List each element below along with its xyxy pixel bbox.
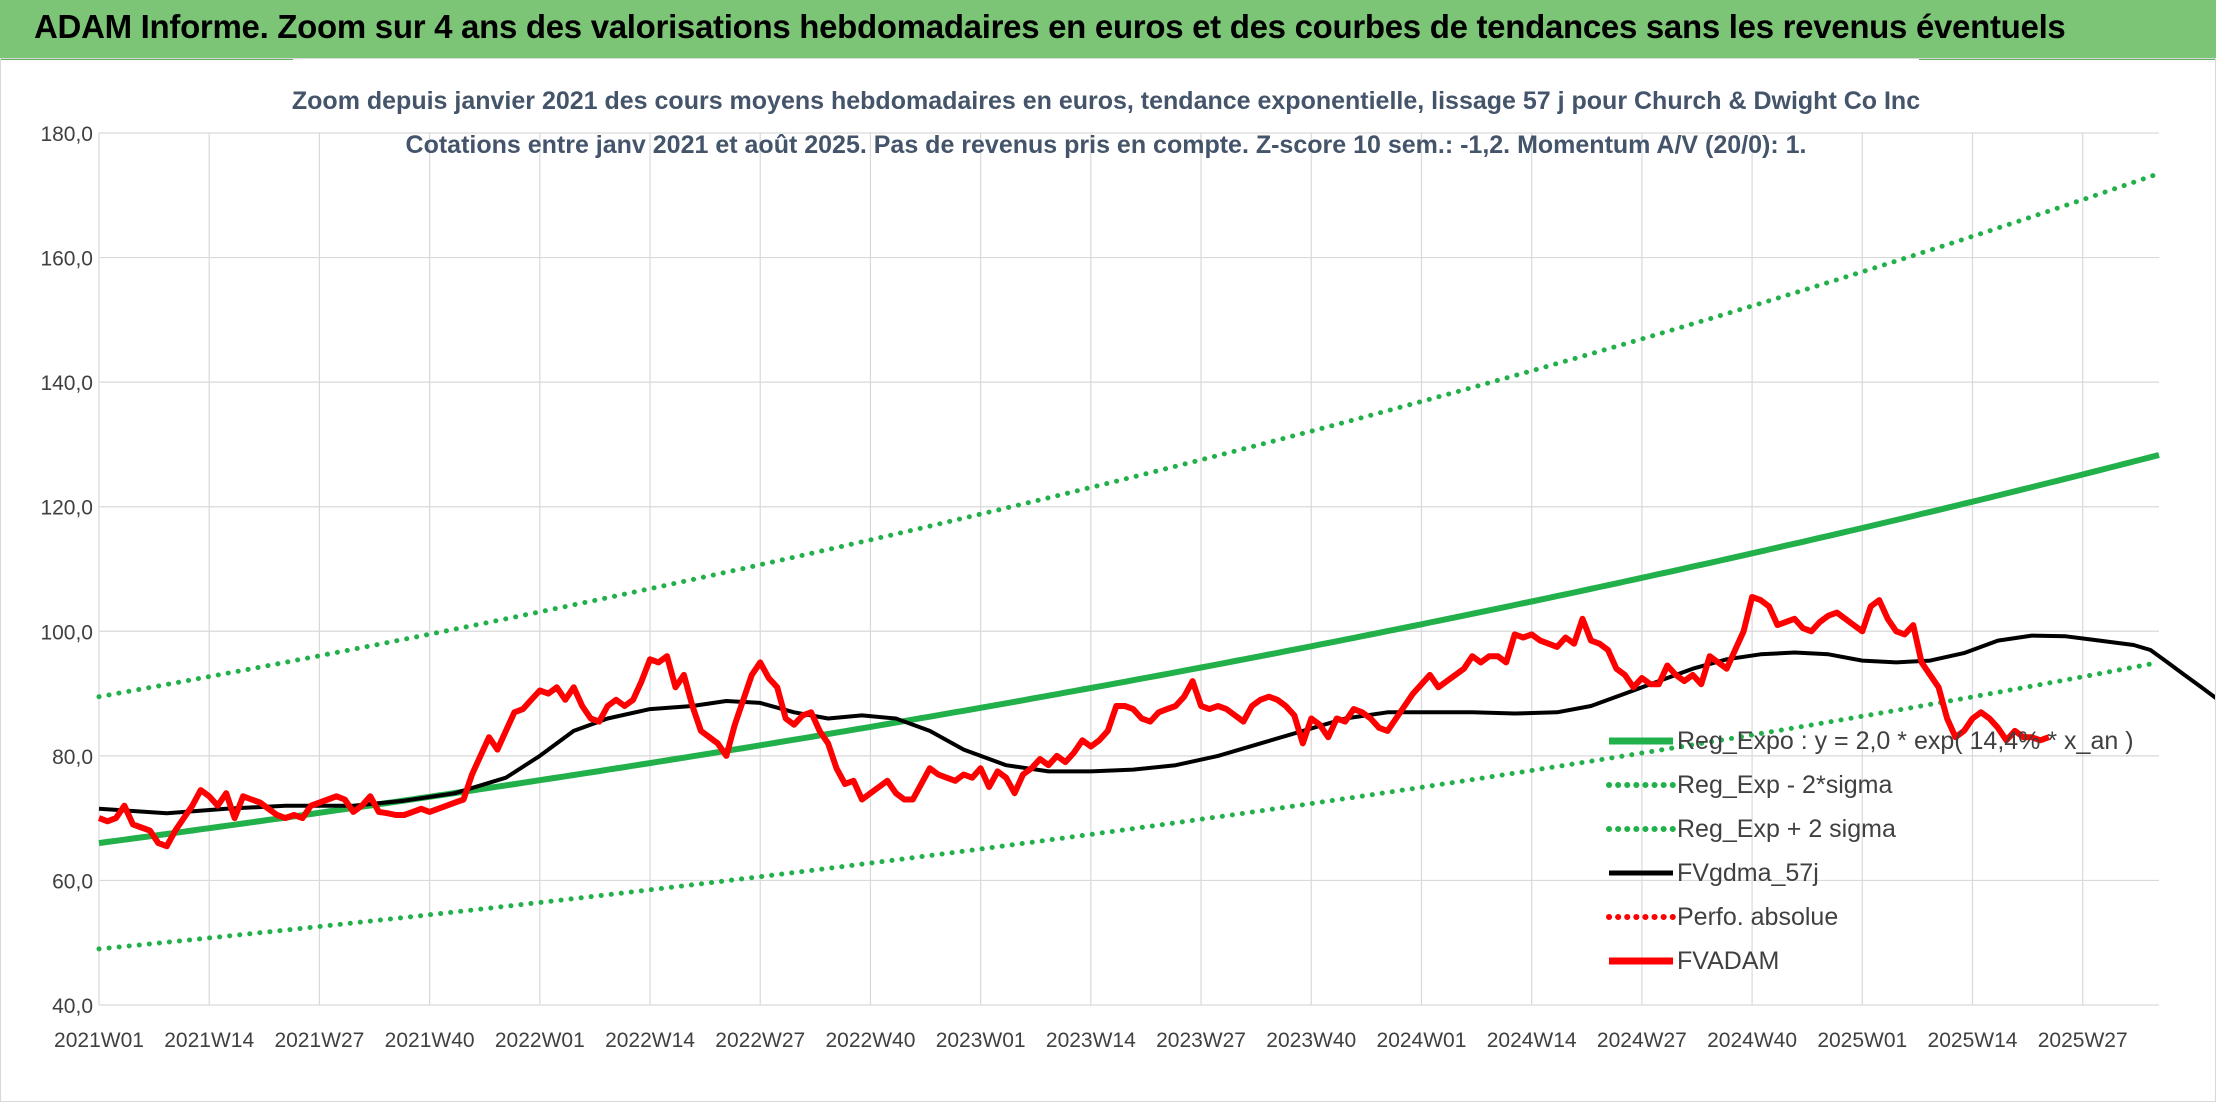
y-tick-label: 180,0 — [40, 123, 93, 146]
legend-label-fvgdma-57j: FVgdma_57j — [1677, 859, 1819, 887]
chart-grid — [98, 132, 2159, 1006]
series-reg-exp-2-sigma-line — [96, 659, 2162, 952]
legend-label-reg-exp-2-sigma: Reg_Exp - 2*sigma — [1677, 771, 1892, 799]
x-tick-label: 2024W14 — [1487, 1029, 1577, 1052]
legend-label-fvadam: FVADAM — [1677, 947, 1779, 975]
x-tick-label: 2024W40 — [1707, 1029, 1797, 1052]
x-tick-label: 2021W01 — [54, 1029, 144, 1052]
series-layer — [96, 171, 2215, 952]
series-fvadam-line — [97, 594, 2050, 850]
x-tick-label: 2022W01 — [495, 1029, 585, 1052]
y-tick-label: 140,0 — [40, 372, 93, 395]
y-axis-ticks: 40,0 60,0 80,0 100,0 120,0 140,0 160,0 180,0 — [40, 123, 93, 1018]
y-tick-label: 100,0 — [40, 621, 93, 644]
x-tick-label: 2021W40 — [385, 1029, 475, 1052]
x-tick-label: 2025W14 — [1928, 1029, 2018, 1052]
chart-title: Zoom depuis janvier 2021 des cours moyen… — [292, 87, 1920, 115]
y-tick-label: 160,0 — [40, 248, 93, 271]
legend-label-perfo-absolue: Perfo. absolue — [1677, 903, 1838, 931]
x-tick-label: 2024W27 — [1597, 1029, 1687, 1052]
y-tick-label: 60,0 — [52, 870, 93, 893]
x-tick-label: 2021W14 — [164, 1029, 254, 1052]
x-tick-label: 2021W27 — [274, 1029, 364, 1052]
x-tick-label: 2025W01 — [1817, 1029, 1907, 1052]
x-tick-label: 2023W01 — [936, 1029, 1026, 1052]
series-reg-exp-2-sigma-line — [96, 171, 2162, 700]
chart-subtitle: Cotations entre janv 2021 et août 2025. … — [406, 131, 1807, 159]
report-title: ADAM Informe. Zoom sur 4 ans des valoris… — [34, 8, 2066, 45]
chart-title-background — [293, 59, 1919, 129]
y-tick-label: 40,0 — [52, 995, 93, 1018]
x-tick-label: 2022W27 — [715, 1029, 805, 1052]
x-tick-label: 2023W14 — [1046, 1029, 1136, 1052]
chart-frame: Zoom depuis janvier 2021 des cours moyen… — [0, 58, 2216, 1102]
x-tick-label: 2022W14 — [605, 1029, 695, 1052]
x-tick-label: 2023W40 — [1266, 1029, 1356, 1052]
legend-label-reg-exp-2-sigma: Reg_Exp + 2 sigma — [1677, 815, 1896, 843]
x-tick-label: 2024W01 — [1377, 1029, 1467, 1052]
legend-label-reg-expo-y-2-0-exp-14-4-x-an: Reg_Expo : y = 2,0 * exp( 14,4% * x_an ) — [1677, 727, 2134, 755]
series-fvgdma-57j-line — [98, 633, 2215, 816]
x-tick-label: 2022W40 — [825, 1029, 915, 1052]
weekly-valuation-chart: Zoom depuis janvier 2021 des cours moyen… — [40, 59, 2215, 1052]
x-tick-label: 2025W27 — [2038, 1029, 2128, 1052]
report-banner: ADAM Informe. Zoom sur 4 ans des valoris… — [0, 0, 2216, 60]
y-tick-label: 120,0 — [40, 497, 93, 520]
chart-legend: Reg_Expo : y = 2,0 * exp( 14,4% * x_an )… — [1606, 727, 2134, 975]
x-tick-label: 2023W27 — [1156, 1029, 1246, 1052]
y-tick-label: 80,0 — [52, 746, 93, 769]
x-axis-ticks: 2021W01 2021W14 2021W27 2021W40 2022W01 2022W… — [54, 1029, 2128, 1052]
